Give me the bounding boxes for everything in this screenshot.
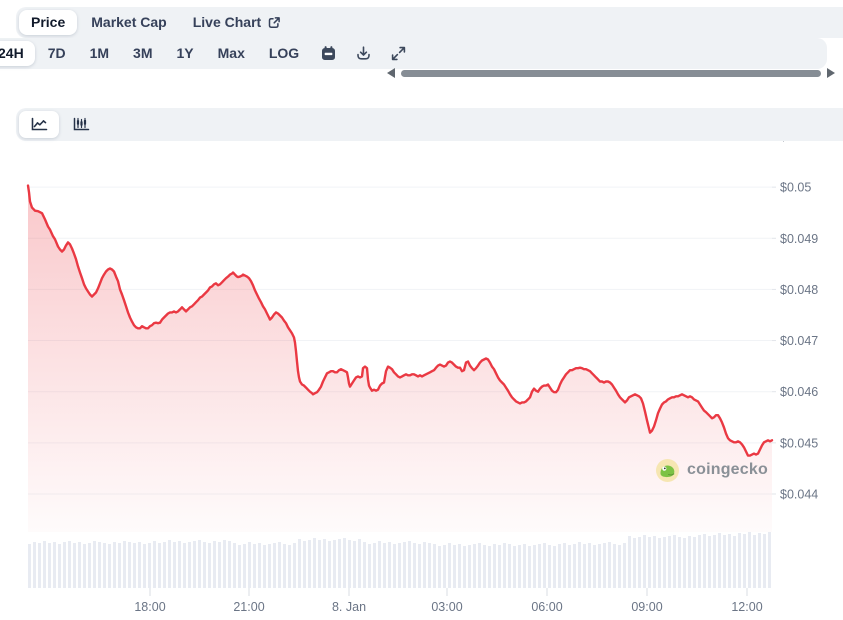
y-tick-label: $0.047 [780, 334, 818, 348]
range-log-label: LOG [268, 45, 300, 61]
fullscreen-button[interactable] [382, 41, 415, 66]
scroll-left-arrow-icon[interactable] [387, 68, 395, 78]
y-tick-label: $0.05 [780, 181, 811, 195]
price-line [26, 184, 774, 457]
download-button[interactable] [347, 41, 380, 66]
scrollbar-thumb[interactable] [401, 69, 821, 77]
range-1y-label: 1Y [176, 45, 194, 61]
external-link-icon [267, 16, 281, 30]
candlestick-chart-icon [72, 117, 91, 132]
chart-scrollbar [387, 65, 835, 81]
line-chart-icon [30, 117, 49, 132]
x-tick-label: 12:00 [731, 600, 762, 614]
range-7d[interactable]: 7D [37, 41, 77, 66]
range-7d-label: 7D [47, 45, 66, 61]
expand-icon [390, 45, 407, 62]
calendar-button[interactable] [312, 41, 345, 66]
range-log[interactable]: LOG [258, 41, 310, 66]
x-tick-label: 21:00 [233, 600, 264, 614]
line-chart-button[interactable] [19, 111, 59, 138]
y-tick-label: $0.045 [780, 436, 818, 450]
x-tick-label: 03:00 [431, 600, 462, 614]
x-tick-label: 8. Jan [332, 600, 366, 614]
tab-live-chart[interactable]: Live Chart [181, 10, 293, 35]
chart-type-toggle [16, 108, 843, 141]
volume-bars [28, 532, 771, 588]
y-axis-labels: $0.051$0.05$0.049$0.048$0.047$0.046$0.04… [780, 130, 818, 502]
chart-tab-group: Price Market Cap Live Chart [16, 7, 843, 38]
coingecko-watermark: coingecko [655, 455, 768, 485]
tab-market-cap-label: Market Cap [91, 14, 167, 30]
y-tick-label: $0.044 [780, 487, 818, 501]
calendar-icon [320, 45, 337, 62]
range-1m[interactable]: 1M [79, 41, 120, 66]
coingecko-watermark-label: coingecko [687, 461, 768, 478]
candlestick-chart-button[interactable] [61, 111, 101, 138]
tab-live-chart-label: Live Chart [192, 14, 262, 30]
tab-market-cap[interactable]: Market Cap [79, 10, 178, 35]
range-3m[interactable]: 3M [122, 41, 163, 66]
range-max-label: Max [217, 45, 245, 61]
coingecko-gecko-icon [655, 458, 680, 483]
download-icon [355, 45, 372, 62]
x-tick-label: 06:00 [531, 600, 562, 614]
y-tick-label: $0.048 [780, 283, 818, 297]
range-1y[interactable]: 1Y [166, 41, 205, 66]
time-range-group: 24H 7D 1M 3M 1Y Max LOG [0, 38, 827, 69]
tab-price[interactable]: Price [19, 10, 78, 35]
range-1m-label: 1M [89, 45, 110, 61]
y-tick-label: $0.049 [780, 232, 818, 246]
x-tick-label: 18:00 [134, 600, 165, 614]
range-3m-label: 3M [133, 45, 153, 61]
scroll-right-arrow-icon[interactable] [827, 68, 835, 78]
x-axis-labels: 18:00 21:00 8. Jan 03:00 06:00 09:00 12:00 [134, 588, 763, 614]
x-tick-label: 09:00 [631, 600, 662, 614]
price-area-fill [28, 185, 772, 532]
range-max[interactable]: Max [207, 41, 256, 66]
tab-price-label: Price [31, 14, 66, 30]
range-24h-label: 24H [0, 45, 24, 61]
range-24h[interactable]: 24H [0, 41, 35, 66]
y-tick-label: $0.046 [780, 385, 818, 399]
